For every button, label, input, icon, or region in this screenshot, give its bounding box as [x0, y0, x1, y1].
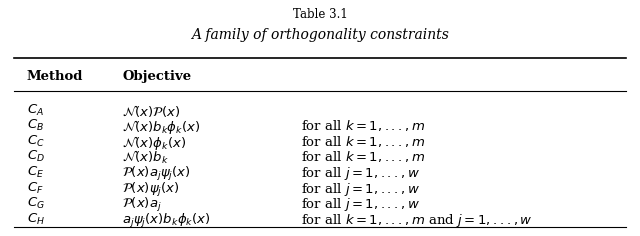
- Text: $C_E$: $C_E$: [27, 165, 44, 180]
- Text: $C_F$: $C_F$: [27, 181, 44, 196]
- Text: $\mathcal{N}(x)b_k$: $\mathcal{N}(x)b_k$: [122, 149, 170, 166]
- Text: for all $k=1,...,m$: for all $k=1,...,m$: [301, 149, 425, 164]
- Text: $C_H$: $C_H$: [27, 212, 45, 227]
- Text: for all $k=1,...,m$: for all $k=1,...,m$: [301, 134, 425, 149]
- Text: Objective: Objective: [122, 70, 191, 83]
- Text: for all $j=1,...,w$: for all $j=1,...,w$: [301, 181, 420, 198]
- Text: $C_D$: $C_D$: [27, 149, 45, 164]
- Text: $\mathcal{N}(x)b_k\phi_k(x)$: $\mathcal{N}(x)b_k\phi_k(x)$: [122, 118, 201, 136]
- Text: for all $j=1,...,w$: for all $j=1,...,w$: [301, 165, 420, 182]
- Text: $\mathcal{P}(x)\psi_j(x)$: $\mathcal{P}(x)\psi_j(x)$: [122, 181, 180, 198]
- Text: $\mathcal{P}(x)a_j$: $\mathcal{P}(x)a_j$: [122, 196, 162, 214]
- Text: for all $j=1,...,w$: for all $j=1,...,w$: [301, 196, 420, 213]
- Text: $\mathcal{N}(x)\mathcal{P}(x)$: $\mathcal{N}(x)\mathcal{P}(x)$: [122, 103, 181, 119]
- Text: $C_C$: $C_C$: [27, 134, 45, 149]
- Text: for all $k=1,...,m$ and $j=1,...,w$: for all $k=1,...,m$ and $j=1,...,w$: [301, 212, 532, 229]
- Text: Method: Method: [27, 70, 83, 83]
- Text: $C_G$: $C_G$: [27, 196, 45, 211]
- Text: A family of orthogonality constraints: A family of orthogonality constraints: [191, 28, 449, 42]
- Text: $C_A$: $C_A$: [27, 103, 44, 118]
- Text: $a_j\psi_j(x)b_k\phi_k(x)$: $a_j\psi_j(x)b_k\phi_k(x)$: [122, 212, 211, 230]
- Text: $\mathcal{P}(x)a_j\psi_j(x)$: $\mathcal{P}(x)a_j\psi_j(x)$: [122, 165, 191, 183]
- Text: Table 3.1: Table 3.1: [292, 8, 348, 21]
- Text: for all $k=1,...,m$: for all $k=1,...,m$: [301, 118, 425, 133]
- Text: $C_B$: $C_B$: [27, 118, 44, 133]
- Text: $\mathcal{N}(x)\phi_k(x)$: $\mathcal{N}(x)\phi_k(x)$: [122, 134, 187, 152]
